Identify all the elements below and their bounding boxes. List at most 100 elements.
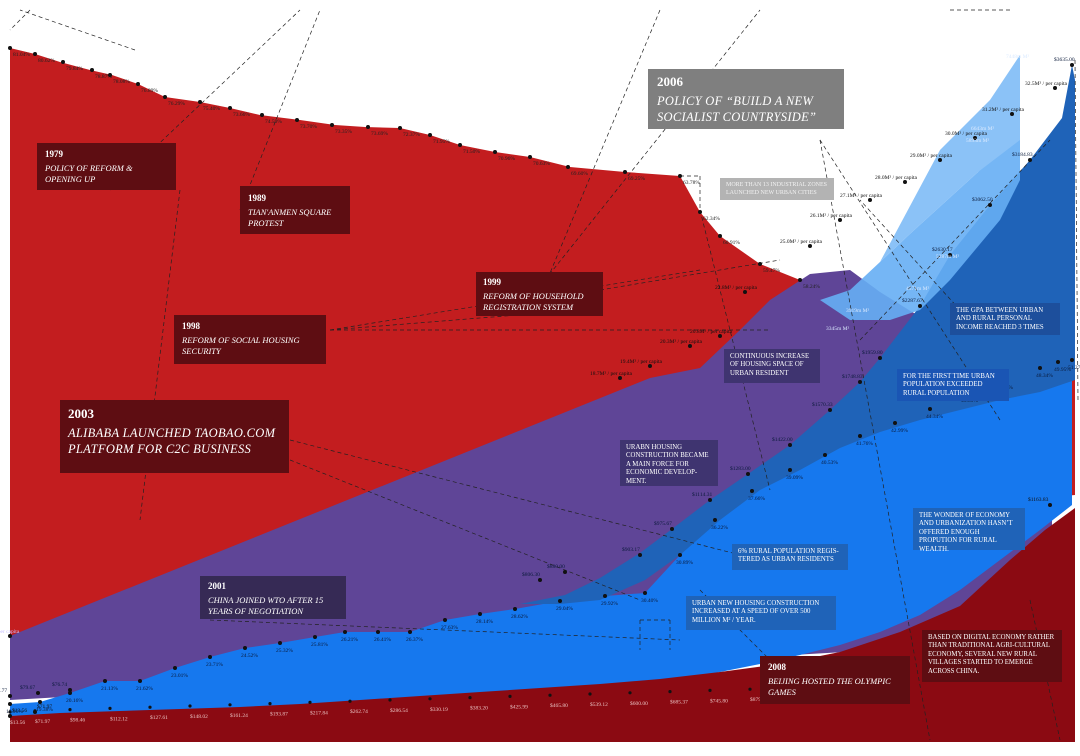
housing-space-label: 6.7M² / per capita	[0, 629, 20, 635]
housing-construction-label: 7448m M²	[1006, 54, 1030, 60]
note-1989-year: 1989	[248, 193, 266, 203]
urban-point	[678, 553, 682, 557]
urban-value-label: 40.53%	[821, 460, 838, 466]
urban-value-label: 45.89%	[961, 398, 978, 404]
connector-line	[289, 439, 761, 561]
urban-value-label: 26.21%	[341, 637, 358, 643]
income-point	[948, 253, 952, 257]
rural-income-label: $161.24	[230, 712, 248, 719]
income-point	[918, 304, 922, 308]
urban-value-label: 51.27%	[1068, 365, 1080, 371]
note-housing-space: Continuous increase of housing space of …	[724, 349, 820, 383]
connector-line	[1074, 59, 1079, 401]
urban-point	[68, 691, 72, 695]
income-point	[563, 570, 567, 574]
income-value-label: $3184.83	[1012, 151, 1033, 158]
rural-value-label: 79.84%	[66, 66, 83, 72]
housing-construction-peak	[880, 55, 1020, 262]
housing-space-point	[1053, 86, 1057, 90]
income-point	[878, 356, 882, 360]
housing-space-label: 26.1M² / per capita	[810, 213, 853, 219]
rural-income-point	[33, 710, 37, 714]
rural-point	[718, 234, 722, 238]
note-2008: 2008 Beijing hosted the Olympic Games	[760, 656, 910, 704]
urban-point	[893, 421, 897, 425]
income-value-label: $1114.31	[692, 491, 712, 498]
housing-space-label: 28.0M² / per capita	[875, 175, 918, 181]
rural-point	[698, 210, 702, 214]
housing-space-label: 31.2M² / per capita	[982, 107, 1025, 113]
rural-value-label: 76.29%	[168, 101, 185, 107]
rural-value-label: 63.78%	[683, 180, 700, 186]
rural-value-label: 81.04%	[13, 52, 30, 58]
rural-point	[398, 126, 402, 130]
urban-value-label: 28.62%	[511, 614, 528, 620]
housing-space-label: 19.4M² / per capita	[620, 359, 663, 365]
urban-point	[858, 434, 862, 438]
rural-value-label: 70.63%	[533, 161, 550, 167]
income-value-label: $79.67	[20, 684, 35, 691]
rural-income-label: $600.00	[630, 700, 648, 707]
rural-income-label: $286.54	[390, 707, 408, 714]
rural-income-point	[308, 700, 312, 705]
rural-value-label: 73.70%	[300, 124, 317, 130]
connector-line	[819, 139, 931, 741]
housing-space-label: 27.1M² / per capita	[840, 193, 883, 199]
rural-value-label: 76.89%	[141, 88, 158, 94]
urban-value-label: 20.16%	[66, 698, 83, 704]
housing-space-label: 20.8M² / per capita	[690, 329, 733, 335]
rural-income-label: $685.37	[670, 699, 688, 706]
rural-income-value-label: $1163.83	[1028, 496, 1049, 503]
income-point	[538, 578, 542, 582]
housing-space-label: 29.0M² / per capita	[910, 153, 953, 159]
rural-point	[90, 68, 94, 72]
connector-line	[544, 9, 761, 281]
housing-space-label: 18.7M² / per capita	[590, 371, 633, 377]
rural-income-label: $148.02	[190, 713, 208, 720]
rural-income-point	[1048, 503, 1052, 507]
urban-point	[478, 612, 482, 616]
income-value-label: $2630.17	[932, 246, 953, 253]
income-point	[638, 553, 642, 557]
data-points	[8, 46, 1074, 718]
rural-income-point	[628, 691, 632, 695]
income-point	[828, 408, 832, 412]
note-1998-text: Reform of Social Housing Security	[182, 335, 300, 356]
note-1989-text: Tian'anmen Square Protest	[248, 207, 332, 228]
rural-income-point	[8, 714, 12, 718]
rural-value-label: 59.47%	[763, 268, 780, 274]
urban-point	[443, 618, 447, 622]
note-2008-text: Beijing hosted the Olympic Games	[768, 676, 891, 697]
rural-income-point	[268, 702, 272, 706]
note-2008-year: 2008	[768, 662, 786, 672]
note-1979-year: 1979	[45, 149, 63, 159]
rural-income-label: $330.19	[430, 706, 448, 713]
note-2003-year: 2003	[68, 406, 94, 421]
note-2006-year: 2006	[657, 74, 683, 89]
connector-line	[9, 9, 31, 31]
urban-point	[788, 468, 792, 472]
housing-space-point	[8, 634, 12, 638]
note-new-housing: Urban new housing construction increased…	[686, 596, 836, 630]
connector-line	[19, 9, 136, 51]
note-first-time: For the first time urban population exce…	[897, 369, 1009, 401]
connector-line	[859, 139, 1051, 341]
note-1999-year: 1999	[483, 277, 501, 287]
rural-value-label: 69.60%	[571, 171, 588, 177]
housing-space-point	[688, 344, 692, 348]
income-value-label: $1570.33	[812, 401, 833, 408]
urban-point	[558, 599, 562, 603]
rural-point	[61, 60, 65, 64]
rural-income-label: $217.84	[310, 709, 328, 716]
income-value-label: $975.67	[654, 520, 672, 527]
rural-value-label: 73.35%	[335, 129, 352, 135]
urban-value-label: 49.95%	[1054, 367, 1071, 373]
note-2001-text: China joined WTO after 15 years of negot…	[208, 595, 324, 616]
connector-line	[544, 9, 661, 286]
urban-value-label: 41.76%	[856, 441, 873, 447]
income-point	[1028, 158, 1032, 162]
urban-point	[208, 655, 212, 659]
rural-income-point	[428, 697, 432, 701]
housing-space-point	[618, 376, 622, 380]
housing-space-label: 25.0M² / per capita	[780, 239, 823, 245]
